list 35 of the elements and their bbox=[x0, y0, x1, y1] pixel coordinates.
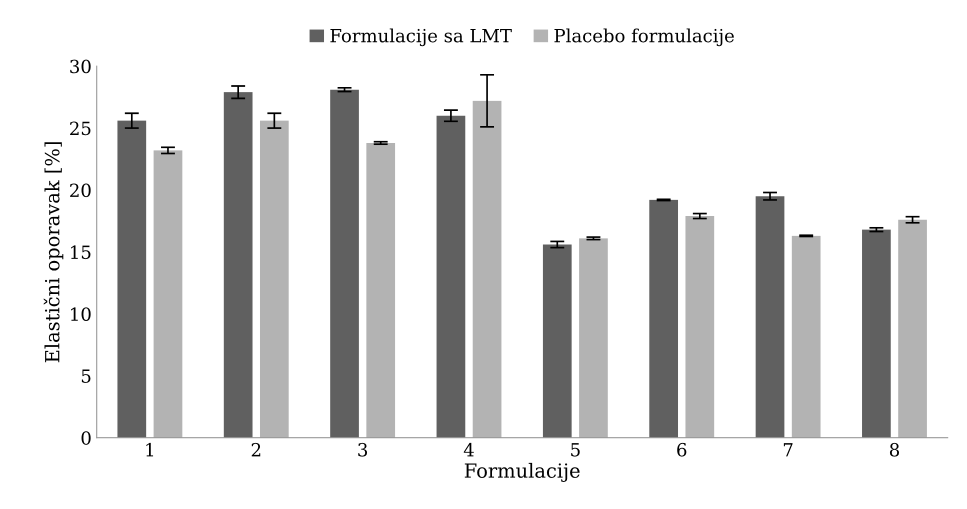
y-tick-label: 5 bbox=[82, 370, 90, 383]
x-axis-title: Formulacije bbox=[464, 462, 580, 482]
bar bbox=[224, 92, 253, 438]
bar bbox=[898, 220, 927, 438]
bar bbox=[649, 200, 678, 438]
bar bbox=[579, 238, 608, 438]
bar bbox=[366, 142, 396, 438]
y-axis-title: Elastični oporavak [%] bbox=[44, 142, 64, 362]
bar bbox=[542, 244, 572, 438]
x-tick-label: 2 bbox=[252, 442, 260, 456]
y-tick-label: 20 bbox=[70, 183, 91, 198]
bar bbox=[756, 196, 784, 438]
x-tick-label: 1 bbox=[146, 442, 154, 456]
y-tick-label: 0 bbox=[82, 431, 91, 445]
y-tick-label: 15 bbox=[71, 245, 90, 260]
bar bbox=[330, 90, 359, 438]
bar bbox=[260, 120, 289, 438]
bar bbox=[792, 236, 821, 438]
x-tick-label: 6 bbox=[677, 442, 686, 457]
x-tick-label: 4 bbox=[464, 442, 474, 456]
bar bbox=[472, 100, 502, 438]
x-tick-label: 8 bbox=[890, 442, 900, 457]
bar bbox=[862, 230, 891, 438]
x-tick-label: 7 bbox=[784, 443, 793, 456]
bar bbox=[154, 150, 182, 438]
x-tick-label: 5 bbox=[571, 443, 580, 457]
bar bbox=[436, 116, 466, 438]
bar bbox=[117, 120, 146, 438]
bar bbox=[685, 216, 714, 438]
y-tick-label: 10 bbox=[71, 307, 91, 321]
legend-label: Placebo formulacije bbox=[554, 28, 734, 46]
y-tick-label: 25 bbox=[70, 122, 90, 136]
x-tick-label: 3 bbox=[358, 442, 368, 457]
y-tick-label: 30 bbox=[70, 60, 91, 74]
legend-label: Formulacije sa LMT bbox=[330, 28, 512, 46]
